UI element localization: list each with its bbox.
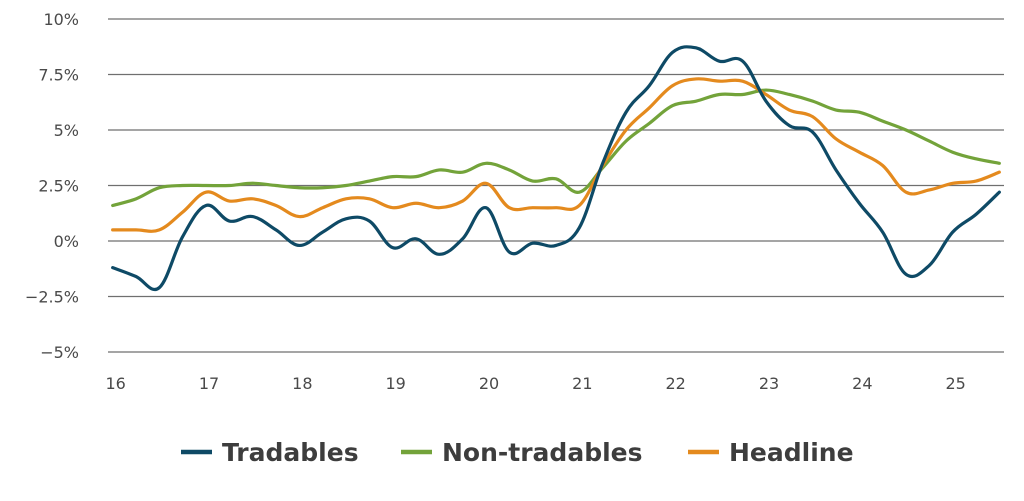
series-line-headline xyxy=(111,77,1001,233)
x-tick-label: 25 xyxy=(945,374,965,393)
x-tick-label: 20 xyxy=(479,374,499,393)
legend-item: Tradables xyxy=(181,438,359,467)
x-tick-label: 17 xyxy=(199,374,219,393)
y-tick-label: 7.5% xyxy=(38,66,79,85)
x-tick-label: 16 xyxy=(105,374,125,393)
legend: Tradables Non-tradables Headline xyxy=(181,438,854,467)
legend-label: Tradables xyxy=(222,438,359,467)
x-tick-label: 22 xyxy=(665,374,685,393)
y-axis-tick-labels: −5% −2.5% 0% 2.5% 5% 7.5% 10% xyxy=(25,10,79,362)
legend-label: Headline xyxy=(729,438,854,467)
y-tick-label: −5% xyxy=(40,343,79,362)
grid-layer xyxy=(108,18,1004,353)
x-tick-label: 19 xyxy=(385,374,405,393)
y-tick-label: 0% xyxy=(54,232,79,251)
x-tick-label: 18 xyxy=(292,374,312,393)
series-line-non-tradables xyxy=(111,88,1001,208)
x-tick-label: 23 xyxy=(759,374,779,393)
legend-label: Non-tradables xyxy=(442,438,643,467)
x-axis-tick-labels: 16 17 18 19 20 21 22 23 24 25 xyxy=(105,374,965,393)
y-tick-label: −2.5% xyxy=(25,288,79,307)
series-line-tradables xyxy=(111,45,1001,292)
x-tick-label: 21 xyxy=(572,374,592,393)
series-layer xyxy=(111,45,1001,292)
y-tick-label: 2.5% xyxy=(38,177,79,196)
legend-item: Non-tradables xyxy=(401,438,643,467)
legend-item: Headline xyxy=(688,438,854,467)
y-tick-label: 5% xyxy=(54,121,79,140)
x-tick-label: 24 xyxy=(852,374,872,393)
y-tick-label: 10% xyxy=(43,10,79,29)
